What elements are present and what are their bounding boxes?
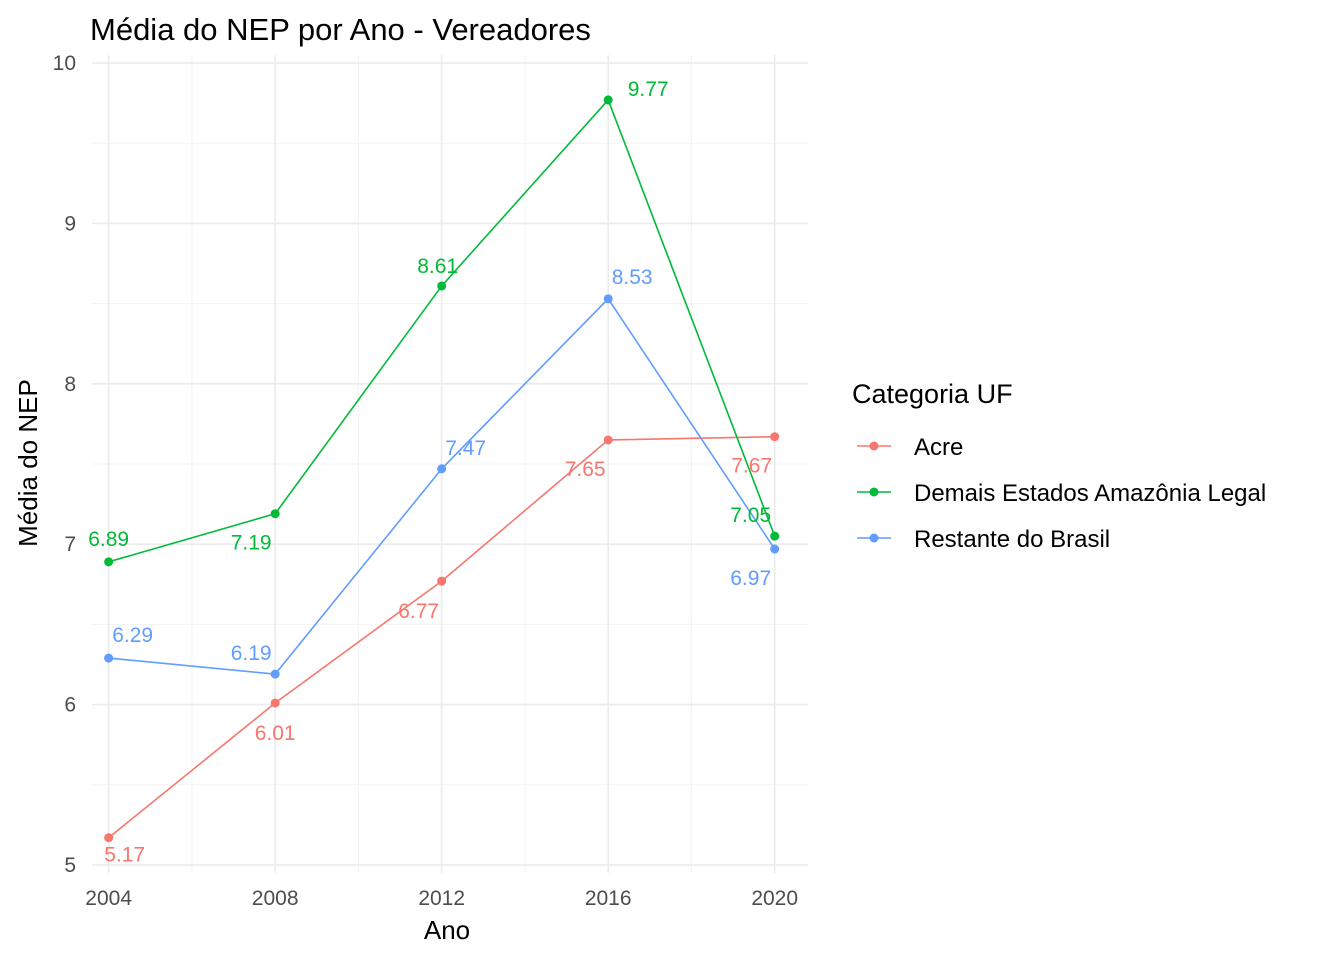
data-point [270, 669, 280, 679]
x-axis-ticks: 2004 2008 2012 2016 2020 [85, 887, 798, 910]
data-point [270, 698, 280, 708]
y-tick-label: 5 [64, 854, 76, 877]
data-label: 6.29 [112, 624, 153, 647]
legend-label: Demais Estados Amazônia Legal [914, 480, 1266, 507]
y-tick-label: 6 [64, 694, 76, 717]
data-label: 8.53 [612, 266, 653, 289]
data-point [770, 531, 780, 541]
data-label: 7.05 [730, 504, 771, 527]
data-label: 9.77 [628, 78, 669, 101]
data-labels: 5.17 6.01 6.77 7.65 7.67 6.89 7.19 8.61 9.77 7.05… [88, 78, 772, 867]
data-point [437, 576, 447, 586]
x-tick-label: 2012 [418, 887, 465, 910]
data-point [603, 294, 613, 304]
y-tick-label: 9 [64, 212, 76, 235]
grid [92, 55, 808, 873]
data-label: 6.97 [730, 567, 771, 590]
data-label: 7.47 [445, 437, 486, 460]
y-tick-label: 8 [64, 373, 76, 396]
data-point [270, 509, 280, 519]
y-axis-ticks: 5 6 7 8 9 10 [53, 52, 76, 877]
legend-title: Categoria UF [852, 379, 1013, 409]
data-point [770, 544, 780, 554]
x-tick-label: 2004 [85, 887, 132, 910]
data-point [603, 435, 613, 445]
x-tick-label: 2008 [252, 887, 299, 910]
data-label: 7.67 [731, 455, 772, 478]
data-point [437, 281, 447, 291]
data-label: 7.19 [231, 532, 272, 555]
data-point [437, 464, 447, 474]
legend-key-point [869, 441, 879, 451]
series-points [104, 95, 780, 843]
y-tick-label: 7 [64, 533, 76, 556]
x-tick-label: 2020 [751, 887, 798, 910]
legend-label: Acre [914, 434, 963, 461]
x-tick-label: 2016 [585, 887, 632, 910]
chart-title: Média do NEP por Ano - Vereadores [90, 12, 591, 47]
data-point [104, 833, 114, 843]
data-label: 8.61 [417, 255, 458, 278]
data-point [603, 95, 613, 105]
legend-label: Restante do Brasil [914, 526, 1110, 553]
data-label: 6.01 [255, 722, 296, 745]
data-label: 6.89 [88, 528, 129, 551]
data-label: 7.65 [565, 458, 606, 481]
legend-items: Acre Demais Estados Amazônia Legal Restant… [857, 434, 1266, 553]
legend: Categoria UF Acre Demais Estados Amazônia… [852, 379, 1266, 553]
data-label: 5.17 [104, 844, 145, 867]
data-label: 6.19 [231, 642, 272, 665]
y-axis-title: Média do NEP [13, 379, 43, 547]
data-point [770, 432, 780, 442]
x-axis-title: Ano [424, 915, 470, 945]
data-point [104, 557, 114, 567]
data-label: 6.77 [398, 600, 439, 623]
legend-key-point [869, 533, 879, 543]
legend-key-point [869, 487, 879, 497]
y-tick-label: 10 [53, 52, 76, 75]
data-point [104, 653, 114, 663]
